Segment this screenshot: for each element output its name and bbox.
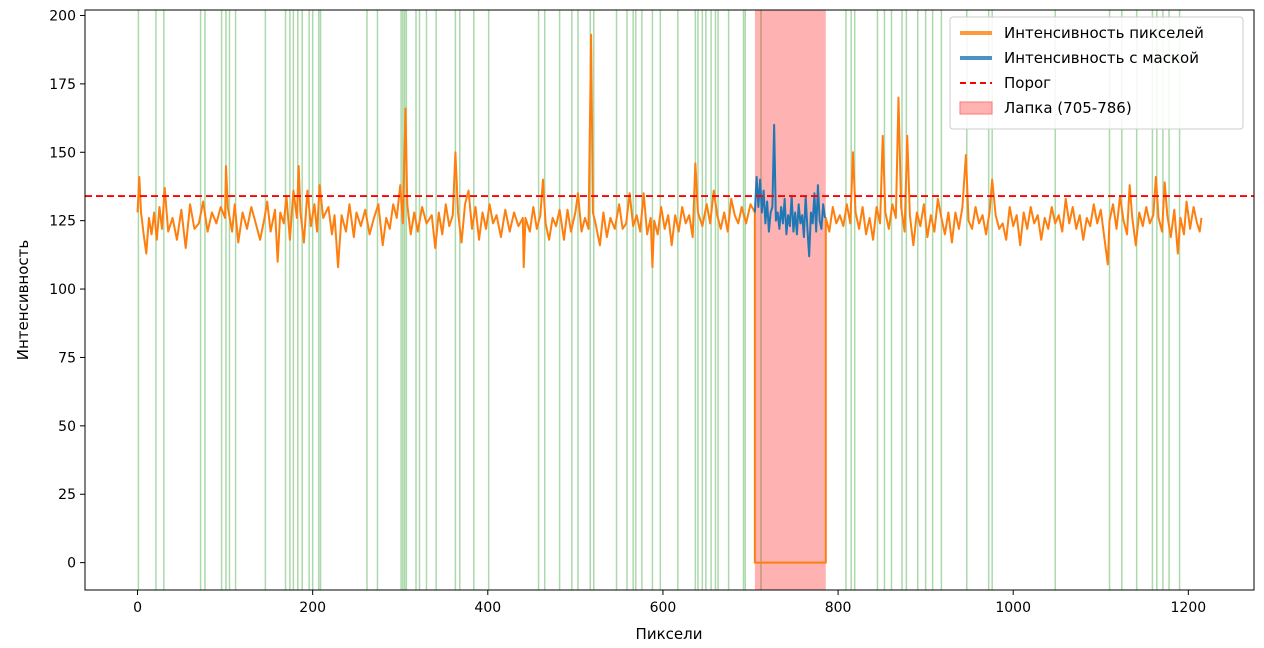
y-axis: 0 25 50 75 100 125 150 175 200	[49, 8, 85, 572]
series-line-masked	[753, 123, 826, 258]
legend-label: Интенсивность с маской	[1004, 49, 1199, 67]
legend-label: Интенсивность пикселей	[1004, 24, 1204, 42]
x-tick-label: 200	[299, 600, 326, 616]
legend-label: Порог	[1004, 74, 1051, 92]
y-tick-label: 100	[49, 282, 76, 298]
x-tick-label: 800	[825, 600, 852, 616]
x-tick-label: 1000	[995, 600, 1031, 616]
x-tick-label: 400	[474, 600, 501, 616]
paw-region-rect	[754, 10, 826, 590]
x-axis: 0 200 400 600 800 1000 1200	[133, 590, 1206, 616]
series-lines	[136, 33, 1203, 564]
y-tick-label: 0	[67, 556, 76, 572]
series-line-intensity	[136, 33, 1203, 564]
legend: Интенсивность пикселей Интенсивность с ма…	[949, 16, 1244, 130]
y-tick-label: 50	[58, 419, 76, 435]
y-tick-label: 200	[49, 8, 76, 24]
y-tick-label: 75	[58, 350, 76, 366]
legend-label: Лапка (705-786)	[1004, 99, 1132, 117]
x-tick-label: 1200	[1171, 600, 1207, 616]
x-tick-label: 0	[133, 600, 142, 616]
y-tick-label: 150	[49, 145, 76, 161]
paw-region	[754, 10, 826, 590]
x-tick-label: 600	[650, 600, 677, 616]
y-axis-label: Интенсивность	[14, 240, 32, 360]
marker-lines	[137, 10, 1181, 590]
legend-box	[949, 16, 1244, 130]
legend-swatch	[959, 101, 993, 115]
y-tick-label: 175	[49, 77, 76, 93]
x-axis-label: Пиксели	[636, 625, 703, 643]
y-tick-label: 125	[49, 214, 76, 230]
plot-frame	[84, 9, 1255, 591]
y-tick-label: 25	[58, 487, 76, 503]
